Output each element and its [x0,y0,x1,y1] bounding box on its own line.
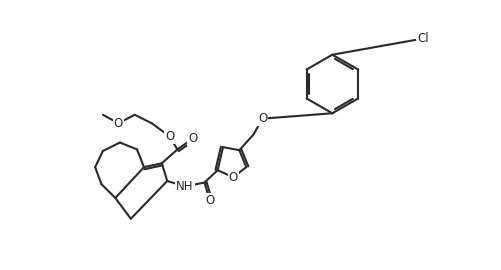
Text: O: O [188,132,197,145]
Text: O: O [114,117,123,130]
Text: Cl: Cl [417,32,429,45]
Text: O: O [205,194,214,207]
Text: O: O [258,112,267,125]
Text: O: O [228,171,238,184]
Text: O: O [165,130,174,143]
Text: NH: NH [176,180,194,193]
